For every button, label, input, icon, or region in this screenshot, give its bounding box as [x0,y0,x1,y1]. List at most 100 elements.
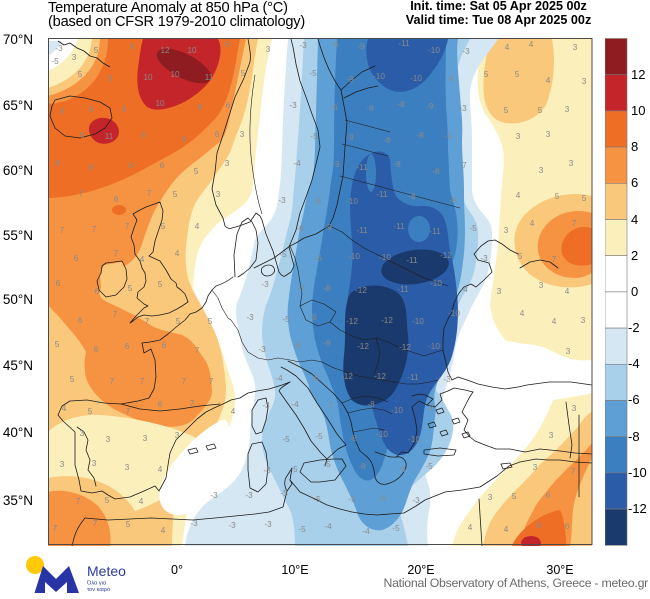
svg-text:-3: -3 [55,44,63,53]
svg-text:5: 5 [518,252,523,261]
svg-text:-12: -12 [399,343,411,352]
svg-text:8: 8 [129,161,134,170]
svg-text:4: 4 [529,40,534,49]
svg-text:-5: -5 [313,495,321,504]
svg-text:-8: -8 [397,100,405,109]
svg-text:3: 3 [72,53,77,62]
svg-text:12: 12 [160,46,170,55]
svg-text:-5: -5 [282,435,290,444]
svg-text:3: 3 [175,431,180,440]
svg-text:3: 3 [539,281,544,290]
svg-text:6: 6 [565,522,570,531]
svg-text:9: 9 [130,42,135,51]
svg-text:-5: -5 [282,315,290,324]
svg-text:5: 5 [105,496,110,505]
svg-text:-8: -8 [358,462,366,471]
svg-text:9: 9 [89,105,94,114]
svg-text:7: 7 [114,249,119,258]
svg-text:5: 5 [78,70,83,79]
svg-text:-6: -6 [311,374,319,383]
svg-text:-9: -9 [346,133,354,142]
svg-text:-5: -5 [309,69,317,78]
svg-text:3: 3 [581,316,586,325]
svg-text:-11: -11 [393,222,405,231]
svg-text:5: 5 [538,106,543,115]
svg-text:7: 7 [190,399,195,408]
svg-text:-3: -3 [210,491,218,500]
svg-text:7: 7 [571,467,576,476]
svg-text:-6: -6 [331,40,339,49]
svg-text:3: 3 [549,431,554,440]
svg-text:-3: -3 [299,41,307,50]
svg-text:-5: -5 [392,524,400,533]
svg-text:5: 5 [55,340,60,349]
svg-text:3: 3 [572,404,577,413]
svg-text:-10: -10 [391,406,403,415]
svg-text:-8: -8 [366,104,374,113]
svg-text:7: 7 [126,407,131,416]
svg-text:4: 4 [175,249,180,258]
svg-text:3: 3 [80,429,85,438]
svg-text:3: 3 [225,159,230,168]
svg-text:7: 7 [79,189,84,198]
svg-text:-3: -3 [190,519,198,528]
svg-text:5: 5 [94,46,99,55]
svg-text:-12: -12 [381,316,393,325]
svg-text:3: 3 [488,493,493,502]
svg-text:3: 3 [504,226,509,235]
svg-text:7: 7 [209,377,214,386]
svg-text:4: 4 [139,497,144,506]
svg-text:-10: -10 [428,46,440,55]
svg-text:-3: -3 [262,401,270,410]
svg-text:-5: -5 [279,250,287,259]
svg-text:6: 6 [158,400,163,409]
svg-text:-3: -3 [443,375,451,384]
svg-text:-6: -6 [398,465,406,474]
svg-text:6: 6 [56,279,61,288]
svg-text:5: 5 [512,492,517,501]
svg-text:3: 3 [60,460,65,469]
svg-text:11: 11 [105,132,114,141]
svg-text:-5: -5 [348,495,356,504]
svg-text:-8: -8 [367,400,375,409]
svg-text:-10: -10 [348,252,360,261]
svg-text:7: 7 [60,226,65,235]
svg-text:-3: -3 [278,196,286,205]
svg-text:4: 4 [158,465,163,474]
svg-text:7: 7 [147,189,152,198]
svg-text:4: 4 [504,525,509,534]
svg-text:-12: -12 [374,372,386,381]
svg-text:Meteo: Meteo [87,563,126,579]
svg-text:-8: -8 [449,196,457,205]
svg-text:-4: -4 [460,285,468,294]
svg-text:3: 3 [266,45,271,54]
svg-text:3: 3 [546,130,551,139]
svg-text:3: 3 [533,463,538,472]
svg-text:-7: -7 [426,404,434,413]
svg-text:-9: -9 [324,223,332,232]
svg-text:-6: -6 [313,197,321,206]
svg-text:-6: -6 [314,254,322,263]
svg-text:6: 6 [74,254,79,263]
svg-text:3: 3 [516,132,521,141]
svg-text:5: 5 [128,284,133,293]
svg-text:7: 7 [110,377,115,386]
svg-text:-12: -12 [346,317,358,326]
svg-text:7: 7 [195,346,200,355]
svg-text:-12: -12 [355,286,367,295]
svg-text:-5: -5 [290,465,298,474]
svg-text:-12: -12 [440,251,452,260]
svg-text:5: 5 [484,70,489,79]
svg-text:8: 8 [56,159,61,168]
svg-text:7: 7 [125,222,130,231]
svg-text:7: 7 [140,377,145,386]
svg-text:5: 5 [582,194,587,203]
svg-text:8: 8 [80,131,85,140]
svg-text:4: 4 [546,76,551,85]
svg-text:-12: -12 [341,372,353,381]
svg-text:-8: -8 [432,167,440,176]
svg-text:-8: -8 [416,131,424,140]
svg-text:4: 4 [140,255,145,264]
svg-text:-10: -10 [376,430,388,439]
svg-text:5: 5 [504,106,509,115]
